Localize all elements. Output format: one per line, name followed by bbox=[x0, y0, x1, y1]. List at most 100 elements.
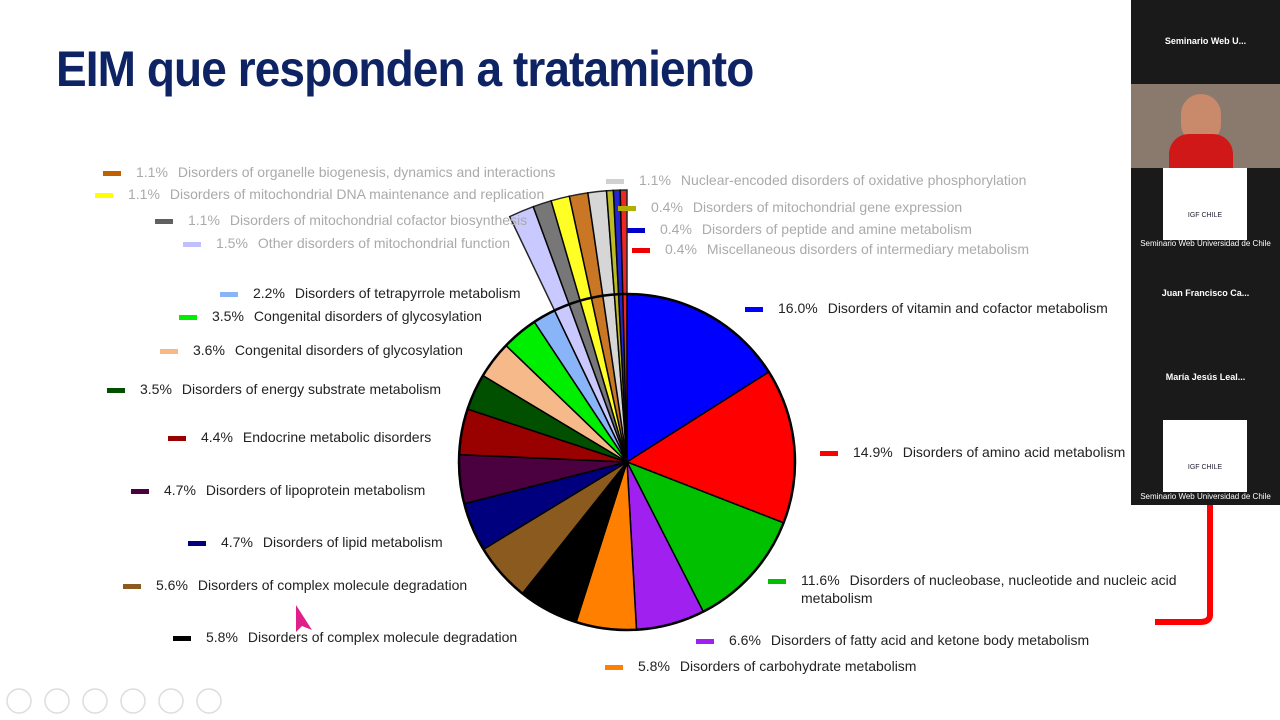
legend-item: 4.4% Endocrine metabolic disorders bbox=[168, 428, 431, 446]
legend-percent: 0.4% bbox=[665, 241, 697, 257]
participant-name: María Jesús Leal... bbox=[1165, 372, 1246, 382]
legend-label: Disorders of vitamin and cofactor metabo… bbox=[827, 300, 1108, 316]
legend-percent: 5.6% bbox=[156, 577, 188, 593]
legend-item: 14.9% Disorders of amino acid metabolism bbox=[820, 443, 1125, 461]
legend-item: 16.0% Disorders of vitamin and cofactor m… bbox=[745, 299, 1108, 317]
legend-swatch bbox=[618, 205, 636, 211]
legend-percent: 14.9% bbox=[853, 444, 893, 460]
legend-swatch bbox=[696, 638, 714, 644]
legend-percent: 4.4% bbox=[201, 429, 233, 445]
legend-swatch bbox=[179, 314, 197, 320]
pie-slice bbox=[619, 189, 628, 463]
legend-item: 0.4% Disorders of peptide and amine metab… bbox=[627, 220, 972, 238]
legend-label: Nuclear-encoded disorders of oxidative p… bbox=[680, 172, 1027, 188]
legend-swatch bbox=[155, 218, 173, 224]
legend-percent: 1.1% bbox=[639, 172, 671, 188]
legend-swatch bbox=[173, 635, 191, 641]
legend-item: 1.1% Disorders of mitochondrial DNA maint… bbox=[95, 185, 544, 203]
legend-percent: 0.4% bbox=[651, 199, 683, 215]
legend-label: Congenital disorders of glycosylation bbox=[253, 308, 482, 324]
legend-label: Disorders of energy substrate metabolism bbox=[181, 381, 442, 397]
legend-swatch bbox=[103, 170, 121, 176]
legend-percent: 4.7% bbox=[164, 482, 196, 498]
legend-item: 0.4% Disorders of mitochondrial gene expr… bbox=[618, 198, 962, 216]
legend-percent: 1.1% bbox=[188, 212, 220, 228]
legend-label: Disorders of complex molecule degradatio… bbox=[247, 629, 518, 645]
legend-percent: 5.8% bbox=[638, 658, 670, 674]
legend-item: 3.6% Congenital disorders of glycosylatio… bbox=[160, 341, 463, 359]
legend-swatch bbox=[107, 387, 125, 393]
legend-label: Congenital disorders of glycosylation bbox=[234, 342, 463, 358]
legend-percent: 0.4% bbox=[660, 221, 692, 237]
legend-swatch bbox=[745, 306, 763, 312]
legend-percent: 5.8% bbox=[206, 629, 238, 645]
legend-item: 6.6% Disorders of fatty acid and ketone b… bbox=[696, 631, 1089, 649]
legend-swatch bbox=[820, 450, 838, 456]
legend-percent: 1.1% bbox=[136, 164, 168, 180]
legend-percent: 4.7% bbox=[221, 534, 253, 550]
legend-label: Disorders of mitochondrial gene expressi… bbox=[692, 199, 963, 215]
legend-label: Disorders of complex molecule degradatio… bbox=[197, 577, 468, 593]
legend-item: 1.1% Nuclear-encoded disorders of oxidati… bbox=[606, 171, 1026, 189]
legend-item: 5.6% Disorders of complex molecule degrad… bbox=[123, 576, 467, 594]
legend-swatch bbox=[95, 192, 113, 198]
legend-percent: 3.6% bbox=[193, 342, 225, 358]
legend-percent: 1.5% bbox=[216, 235, 248, 251]
chart bbox=[457, 189, 797, 632]
legend-label: Disorders of mitochondrial cofactor bios… bbox=[229, 212, 528, 228]
legend-swatch bbox=[606, 178, 624, 184]
participant-name: Seminario Web Universidad de Chile bbox=[1140, 492, 1271, 501]
legend-swatch bbox=[123, 583, 141, 589]
legend-item: 3.5% Disorders of energy substrate metabo… bbox=[107, 380, 441, 398]
legend-swatch bbox=[220, 291, 238, 297]
legend-percent: 3.5% bbox=[140, 381, 172, 397]
legend-swatch bbox=[605, 664, 623, 670]
participant-panel: Seminario Web U... IGF CHILE Seminario W… bbox=[1131, 0, 1280, 505]
pie-outline bbox=[457, 292, 797, 632]
legend-item: 11.6% Disorders of nucleobase, nucleotide… bbox=[768, 571, 1231, 607]
legend-percent: 2.2% bbox=[253, 285, 285, 301]
slide-title: EIM que responden a tratamiento bbox=[56, 41, 754, 97]
legend-swatch bbox=[632, 247, 650, 253]
legend-item: 2.2% Disorders of tetrapyrrole metabolism bbox=[220, 284, 521, 302]
legend-percent: 16.0% bbox=[778, 300, 818, 316]
logo: IGF CHILE bbox=[1163, 420, 1247, 492]
legend-percent: 3.5% bbox=[212, 308, 244, 324]
logo: IGF CHILE bbox=[1163, 168, 1247, 240]
legend-percent: 6.6% bbox=[729, 632, 761, 648]
legend-label: Disorders of tetrapyrrole metabolism bbox=[294, 285, 521, 301]
legend-label: Disorders of nucleobase, nucleotide and … bbox=[801, 572, 1177, 606]
legend-item: 5.8% Disorders of complex molecule degrad… bbox=[173, 628, 517, 646]
legend-swatch bbox=[131, 488, 149, 494]
legend-swatch bbox=[188, 540, 206, 546]
legend-item: 1.1% Disorders of organelle biogenesis, d… bbox=[103, 163, 555, 181]
participant-name: Juan Francisco Ca... bbox=[1161, 288, 1250, 298]
legend-swatch bbox=[160, 348, 178, 354]
legend-swatch bbox=[627, 227, 645, 233]
legend-item: 3.5% Congenital disorders of glycosylatio… bbox=[179, 307, 482, 325]
legend-item: 1.1% Disorders of mitochondrial cofactor … bbox=[155, 211, 527, 229]
legend-percent: 1.1% bbox=[128, 186, 160, 202]
legend-label: Disorders of carbohydrate metabolism bbox=[679, 658, 917, 674]
legend-item: 4.7% Disorders of lipoprotein metabolism bbox=[131, 481, 425, 499]
legend-label: Other disorders of mitochondrial functio… bbox=[257, 235, 511, 251]
legend-item: 5.8% Disorders of carbohydrate metabolism bbox=[605, 657, 916, 675]
legend-item: 4.7% Disorders of lipid metabolism bbox=[188, 533, 443, 551]
legend-label: Disorders of lipoprotein metabolism bbox=[205, 482, 426, 498]
legend-label: Disorders of lipid metabolism bbox=[262, 534, 443, 550]
legend-label: Disorders of amino acid metabolism bbox=[902, 444, 1126, 460]
legend-swatch bbox=[768, 578, 786, 584]
legend-item: 0.4% Miscellaneous disorders of intermedi… bbox=[632, 240, 1029, 258]
legend-label: Disorders of fatty acid and ketone body … bbox=[770, 632, 1090, 648]
legend-label: Endocrine metabolic disorders bbox=[242, 429, 432, 445]
legend-label: Disorders of organelle biogenesis, dynam… bbox=[177, 164, 556, 180]
legend-label: Disorders of mitochondrial DNA maintenan… bbox=[169, 186, 545, 202]
video-feed bbox=[1131, 84, 1280, 168]
legend-label: Miscellaneous disorders of intermediary … bbox=[706, 241, 1030, 257]
legend-label: Disorders of peptide and amine metabolis… bbox=[701, 221, 972, 237]
legend-item: 1.5% Other disorders of mitochondrial fun… bbox=[183, 234, 510, 252]
legend-swatch bbox=[168, 435, 186, 441]
participant-name: Seminario Web U... bbox=[1164, 36, 1247, 46]
participant-name: Seminario Web Universidad de Chile bbox=[1140, 239, 1271, 248]
